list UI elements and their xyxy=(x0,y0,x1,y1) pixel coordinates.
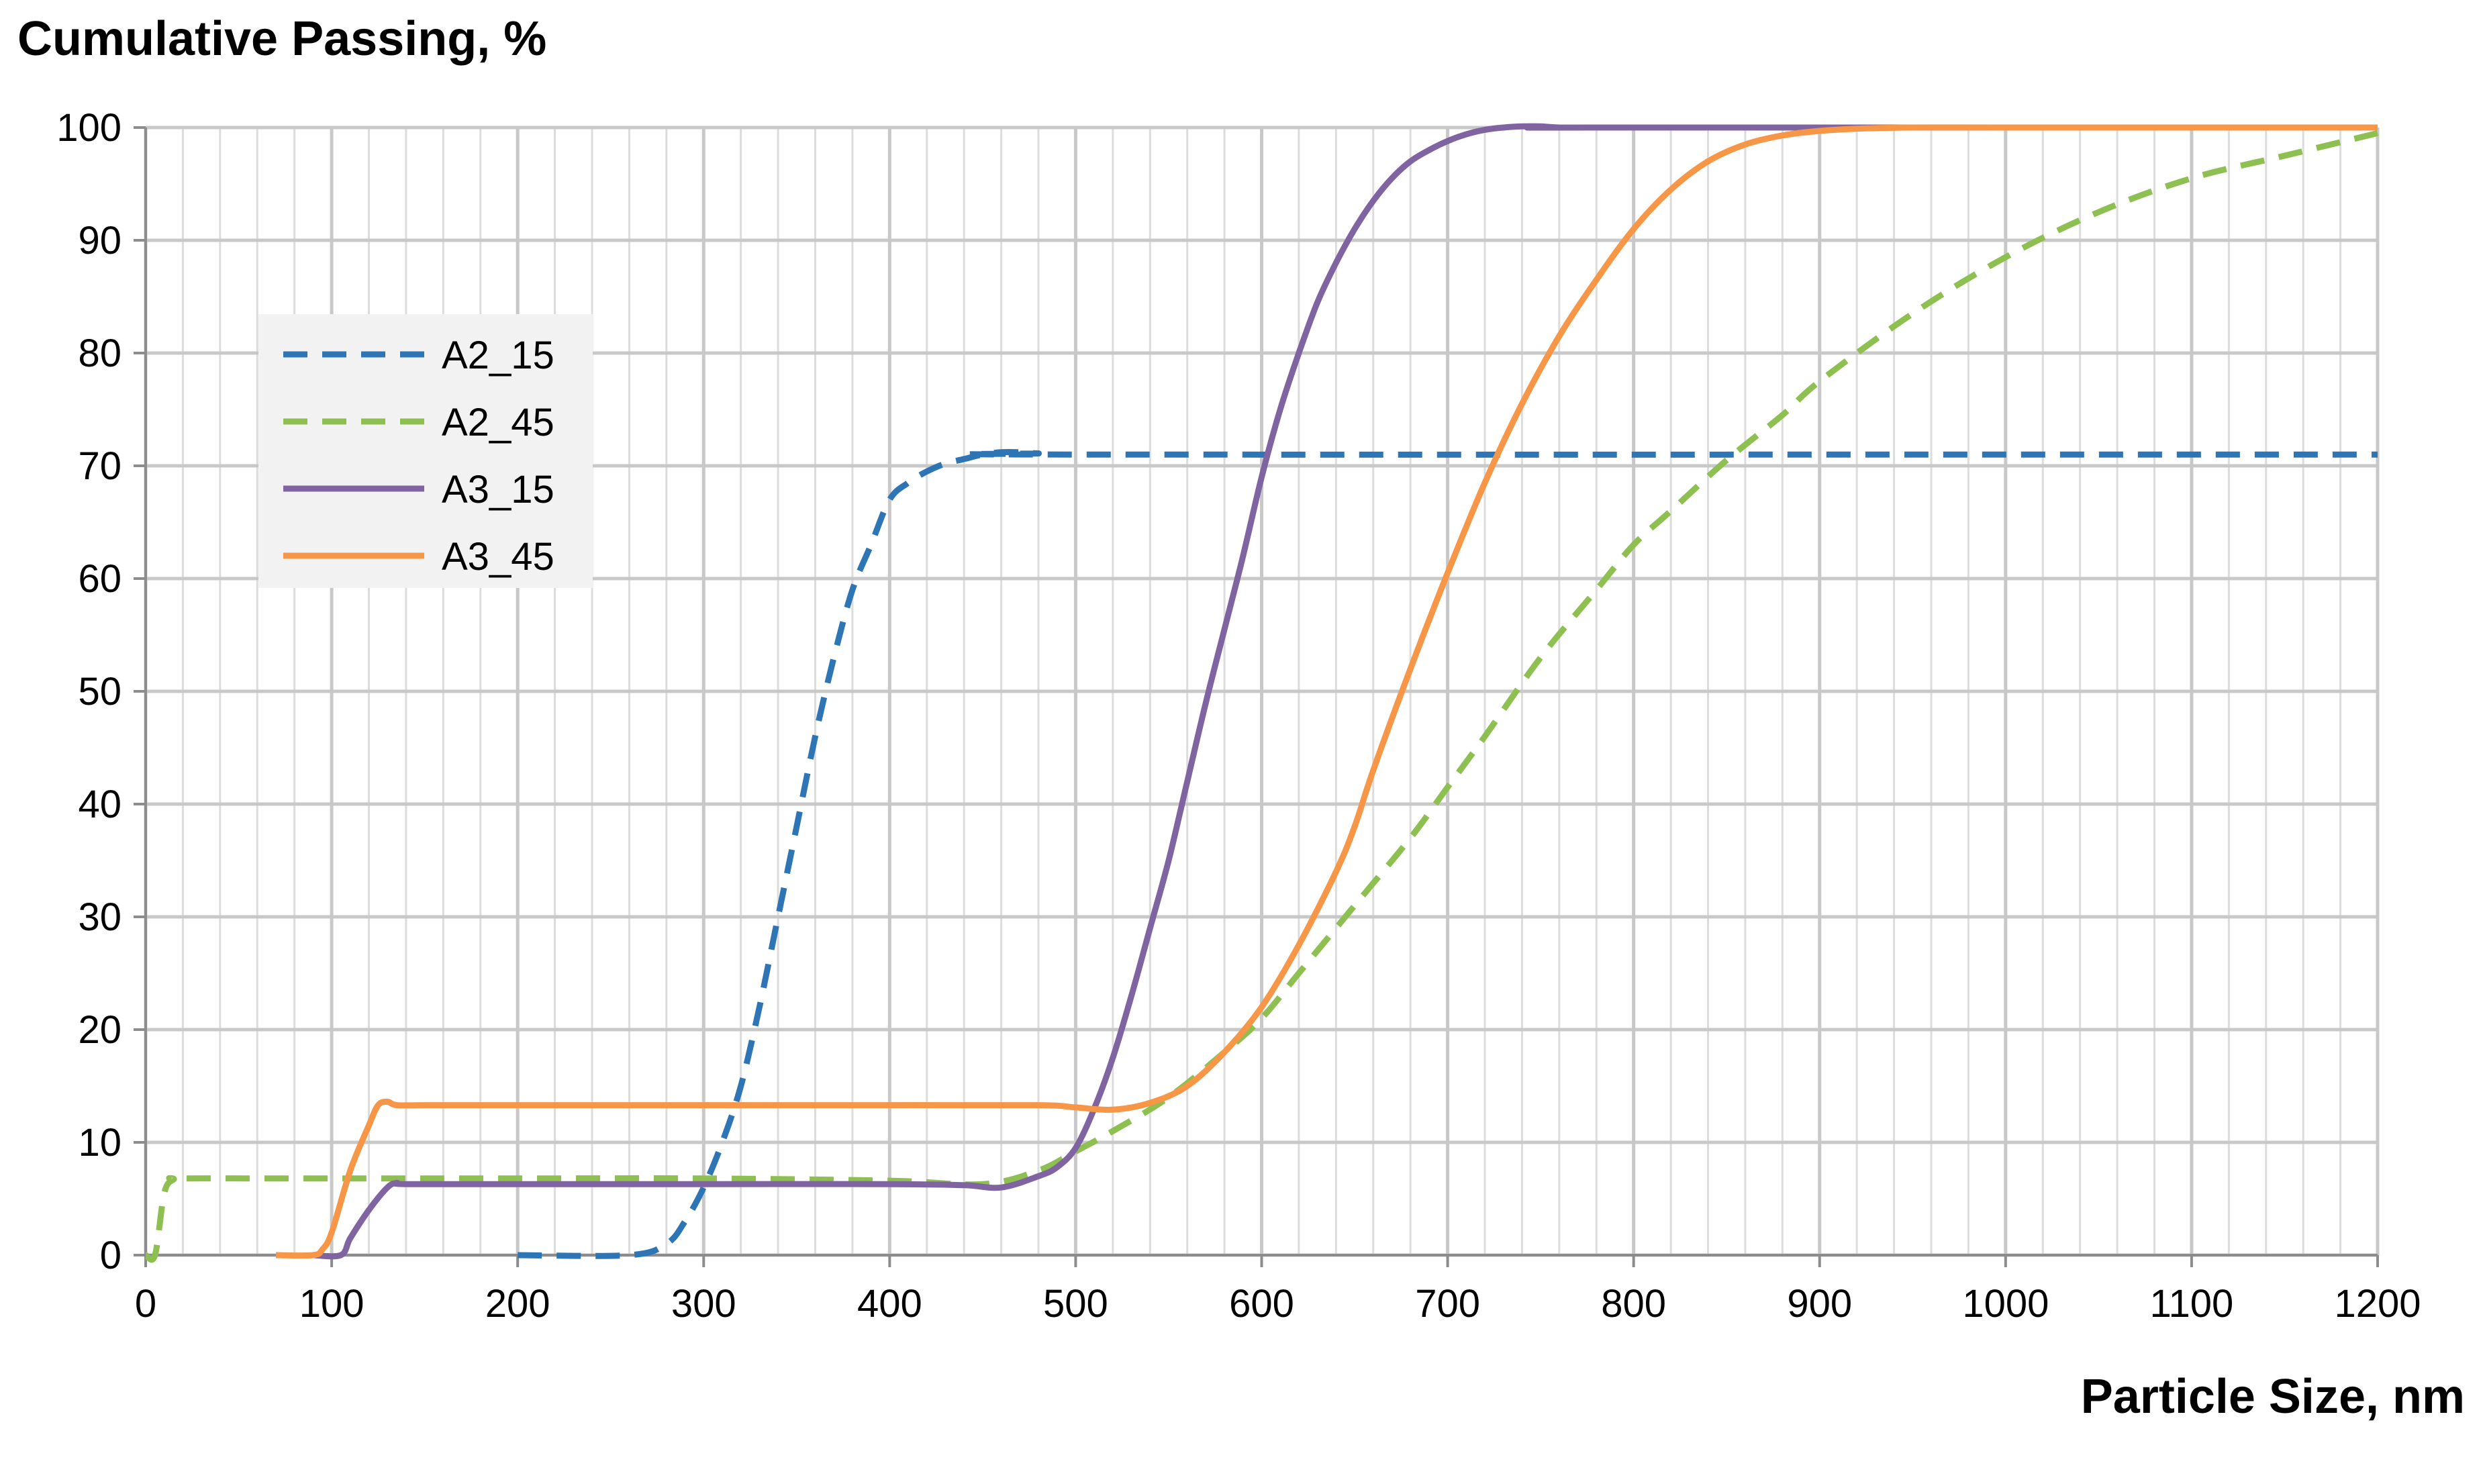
y-tick-label: 30 xyxy=(78,895,121,939)
y-tick-label: 10 xyxy=(78,1121,121,1165)
x-tick-label: 1200 xyxy=(2334,1282,2421,1326)
legend-label: A2_15 xyxy=(442,334,554,377)
y-tick-label: 80 xyxy=(78,332,121,375)
x-tick-label: 600 xyxy=(1229,1282,1294,1326)
x-tick-label: 800 xyxy=(1601,1282,1666,1326)
legend-label: A3_15 xyxy=(442,468,554,511)
x-tick-label: 700 xyxy=(1415,1282,1480,1326)
axes xyxy=(134,126,2379,1267)
legend-label: A3_45 xyxy=(442,535,554,579)
x-tick-label: 500 xyxy=(1043,1282,1108,1326)
x-tick-labels: 0 100 200 300 400 500 600 700 800 900 1000 1100 1200 xyxy=(135,1282,2421,1326)
legend-background xyxy=(258,314,593,588)
x-tick-label: 400 xyxy=(857,1282,922,1326)
series-line-a2-15 xyxy=(518,449,2378,1259)
y-tick-label: 50 xyxy=(78,670,121,713)
series-line-a3-45 xyxy=(275,124,2378,1259)
y-tick-label: 60 xyxy=(78,557,121,601)
series-line-a3-15 xyxy=(313,123,2378,1260)
y-tick-label: 0 xyxy=(100,1234,121,1277)
legend-label: A2_45 xyxy=(442,401,554,444)
y-axis-title: Cumulative Passing, % xyxy=(17,12,546,66)
x-tick-label: 0 xyxy=(135,1282,156,1326)
x-tick-label: 100 xyxy=(299,1282,364,1326)
x-tick-label: 300 xyxy=(671,1282,736,1326)
y-tick-labels: 0 10 20 30 40 50 60 70 80 90 100 xyxy=(56,106,121,1277)
y-tick-label: 100 xyxy=(56,106,121,150)
x-tick-label: 1100 xyxy=(2150,1282,2234,1326)
series-lines xyxy=(144,123,2379,1263)
x-axis-title: Particle Size, nm xyxy=(2081,1370,2465,1424)
y-tick-label: 90 xyxy=(78,219,121,262)
y-tick-label: 70 xyxy=(78,444,121,488)
y-tick-label: 20 xyxy=(78,1008,121,1052)
x-tick-label: 900 xyxy=(1787,1282,1852,1326)
legend: A2_15 A2_45 A3_15 A3_45 xyxy=(258,314,593,588)
x-tick-label: 200 xyxy=(485,1282,550,1326)
series-line-a2-45 xyxy=(144,130,2379,1263)
y-tick-label: 40 xyxy=(78,783,121,826)
x-tick-label: 1000 xyxy=(1962,1282,2049,1326)
